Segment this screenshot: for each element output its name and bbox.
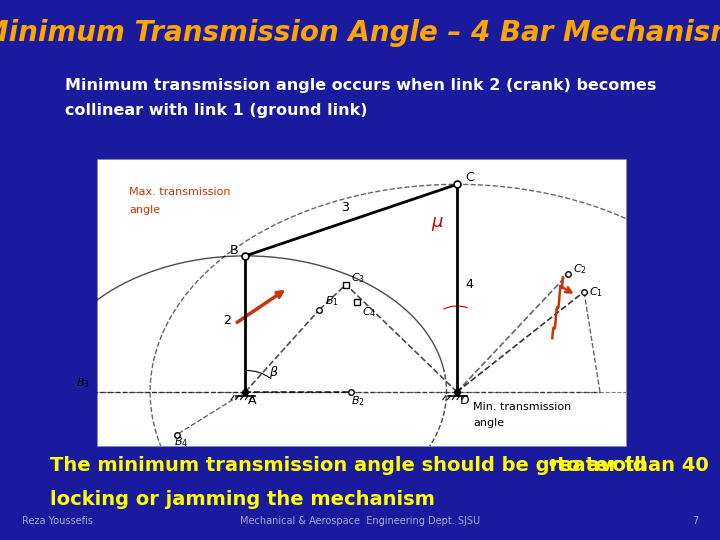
Text: to avoid: to avoid: [557, 456, 647, 475]
Text: 4: 4: [465, 278, 473, 291]
Text: angle: angle: [473, 418, 504, 428]
Text: Reza Youssefis: Reza Youssefis: [22, 516, 92, 526]
Text: Min. transmission: Min. transmission: [473, 402, 571, 411]
Text: $B_3$: $B_3$: [76, 376, 90, 390]
Text: $C_3$: $C_3$: [351, 271, 365, 285]
Text: $B_4$: $B_4$: [174, 435, 188, 449]
Text: Minimum transmission angle occurs when link 2 (crank) becomes: Minimum transmission angle occurs when l…: [65, 78, 656, 93]
Text: collinear with link 1 (ground link): collinear with link 1 (ground link): [65, 103, 367, 118]
Text: angle: angle: [129, 205, 160, 215]
Text: locking or jamming the mechanism: locking or jamming the mechanism: [50, 490, 436, 509]
Text: $B_1$: $B_1$: [325, 294, 338, 308]
Bar: [97, 159, 626, 446]
Text: 2: 2: [223, 314, 231, 327]
Text: $B_2$: $B_2$: [351, 394, 365, 408]
Text: 7: 7: [692, 516, 698, 526]
Text: A: A: [248, 394, 256, 407]
Text: Mechanical & Aerospace  Engineering Dept. SJSU: Mechanical & Aerospace Engineering Dept.…: [240, 516, 480, 526]
Text: B: B: [230, 244, 238, 257]
Text: $C_2$: $C_2$: [574, 262, 588, 276]
Text: $\beta$: $\beta$: [269, 364, 279, 381]
Text: Max. transmission: Max. transmission: [129, 187, 230, 197]
Text: $\mu$: $\mu$: [431, 215, 444, 233]
Text: 3: 3: [341, 201, 348, 214]
Text: Minimum Transmission Angle – 4 Bar Mechanism: Minimum Transmission Angle – 4 Bar Mecha…: [0, 19, 720, 47]
Text: $C_4$: $C_4$: [361, 305, 376, 319]
Text: 0: 0: [549, 459, 557, 469]
Text: $C_1$: $C_1$: [590, 285, 603, 299]
Text: The minimum transmission angle should be greater than 40: The minimum transmission angle should be…: [50, 456, 709, 475]
Text: C: C: [465, 171, 474, 184]
Text: D: D: [459, 394, 469, 407]
